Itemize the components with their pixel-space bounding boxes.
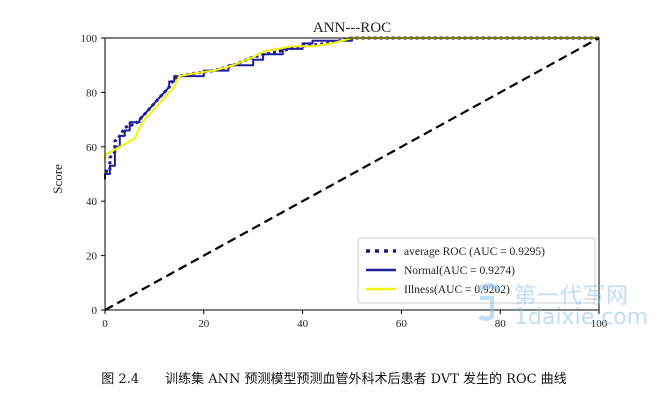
y-tick-label: 40: [86, 196, 98, 208]
y-tick-label: 60: [86, 142, 98, 154]
series-line-1: [104, 37, 599, 180]
y-tick-label: 0: [92, 305, 98, 317]
figure-caption: 图 2.4 训练集 ANN 预测模型预测血管外科术后患者 DVT 发生的 ROC…: [101, 372, 567, 387]
x-tick-label: 60: [396, 318, 408, 330]
legend: average ROC (AUC = 0.9295) Normal(AUC = 0…: [357, 237, 596, 304]
y-axis-label: Score: [50, 164, 65, 194]
roc-chart: ANN---ROC Score 0 20 40 60 80 100 0 20 40 60 80 100…: [50, 20, 608, 330]
x-tick-label: 0: [102, 318, 108, 330]
y-tick-label: 20: [86, 251, 98, 263]
legend-label: Normal(AUC = 0.9274): [404, 265, 515, 277]
x-tick-label: 20: [198, 318, 210, 330]
legend-box: [357, 237, 596, 304]
series-layer: [104, 36, 600, 311]
x-tick-label: 40: [297, 318, 309, 330]
ticks-layer: 0 20 40 60 80 100 0 20 40 60 80 100: [81, 33, 608, 330]
plot-frame: [104, 37, 600, 311]
series-line-2: [104, 37, 599, 161]
series-line-3: [104, 37, 600, 311]
y-tick-label: 80: [86, 87, 98, 99]
legend-label: Illness(AUC = 0.9202): [404, 284, 510, 296]
x-tick-label: 80: [495, 318, 507, 330]
legend-label: average ROC (AUC = 0.9295): [404, 246, 545, 258]
y-tick-label: 100: [81, 33, 98, 45]
series-line-0: [105, 36, 599, 173]
x-tick-label: 100: [591, 318, 608, 330]
chart-title: ANN---ROC: [313, 20, 391, 36]
